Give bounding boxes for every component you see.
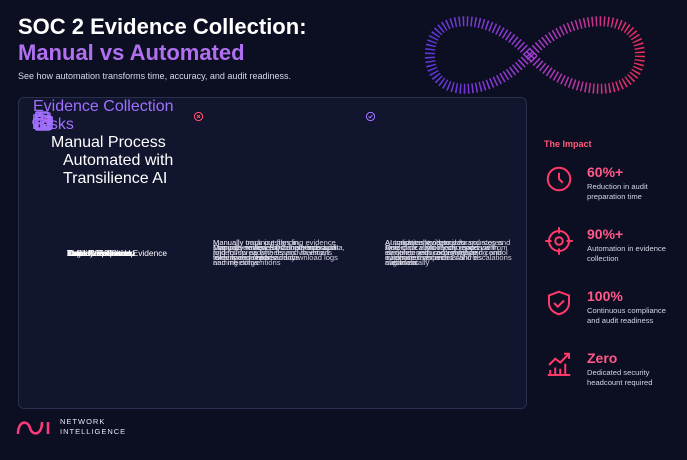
icon (548, 290, 570, 316)
automated-cell: One-click audit-ready reports with evide… (353, 98, 526, 408)
manual-text: Manually review SOC 2 controls and ident… (213, 243, 336, 262)
infinity-graphic (424, 16, 646, 94)
icon-shape (35, 114, 52, 130)
table-row: Audit Preparation Compile evidence manual… (19, 111, 526, 460)
check-icon (365, 111, 376, 125)
impact-title: The Impact (544, 139, 592, 149)
impact-item: 90%+ Automation in evidence collection (540, 222, 680, 282)
icon-shape (548, 290, 570, 316)
impact-label: Automation in evidence collection (587, 244, 666, 263)
x-icon (193, 111, 204, 125)
automated-text: Real-time visibility into gaps with auto… (385, 243, 512, 262)
task-name: Validate & Review (67, 248, 135, 258)
icon (547, 352, 571, 376)
impact-label: Continuous compliance and audit readines… (587, 306, 666, 325)
icon (366, 111, 375, 121)
impact-value: 100% (587, 288, 623, 304)
icon-shape (366, 111, 375, 121)
title-accent: Manual vs Automated (18, 40, 245, 65)
icon-shape (547, 352, 571, 376)
manual-cell: Compile evidence manually into audit fol… (181, 98, 353, 408)
automated-text: Automatically organizes and stores evide… (385, 238, 503, 267)
icon (194, 111, 203, 121)
task-name: Identify Required Evidence (67, 248, 168, 258)
impact-value: Zero (587, 350, 618, 366)
manual-text: Manually track outstanding evidence and … (213, 238, 336, 267)
automated-text: AI maps controls to data sources and ide… (385, 238, 511, 267)
impact-icon (544, 350, 574, 385)
impact-label: Dedicated security headcount required (587, 368, 653, 387)
icon (545, 227, 573, 255)
task-name: Organize & Store (67, 248, 132, 258)
icon (35, 114, 52, 130)
impact-item: Zero Dedicated security headcount require… (540, 346, 680, 406)
task-cell: Audit Preparation (19, 98, 181, 408)
impact-item: 60%+ Reduction in audit preparation time (540, 160, 680, 220)
brand-name: NETWORK INTELLIGENCE (60, 417, 127, 436)
infinity-loop (424, 16, 646, 94)
impact-label: Reduction in audit preparation time (587, 182, 648, 201)
manual-text: Compile evidence manually into audit fol… (213, 243, 339, 262)
icon-shape (194, 111, 203, 121)
icon-shape (545, 227, 573, 255)
impact-value: 60%+ (587, 164, 624, 180)
impact-list: 60%+ Reduction in audit preparation time 9… (540, 160, 680, 410)
automated-text: Automatically collects evidence from int… (385, 243, 508, 262)
task-icon (31, 109, 55, 135)
subtitle: See how automation transforms time, accu… (18, 71, 291, 81)
logo-mark (16, 421, 50, 435)
title: SOC 2 Evidence Collection: (18, 14, 307, 39)
manual-text: Manually review for completeness, releva… (213, 243, 330, 262)
task-name: Audit Preparation (67, 248, 132, 258)
manual-text: Log in to multiple systems, export data,… (213, 243, 345, 262)
impact-icon (544, 226, 574, 261)
task-name: Track & Follow Up (67, 248, 136, 258)
automated-text: AI validates evidence for completeness, … (385, 238, 508, 267)
brand-logo (16, 421, 50, 435)
column-header: Manual Process (19, 134, 223, 152)
automated-text: One-click audit-ready reports with evide… (385, 243, 499, 262)
comparison-table: Evidence Collection Tasks Manual Process A… (18, 97, 527, 409)
impact-icon (544, 288, 574, 323)
impact-icon (544, 164, 574, 199)
icon (546, 166, 572, 192)
impact-item: 100% Continuous compliance and audit read… (540, 284, 680, 344)
impact-value: 90%+ (587, 226, 624, 242)
icon-shape (546, 166, 572, 192)
header-text: Manual Process (51, 134, 166, 151)
manual-text: Manually organize files in folders/sprea… (213, 238, 330, 267)
task-name: Collect Evidence (67, 248, 130, 258)
header-text: Automated with Transilience AI (63, 152, 174, 187)
